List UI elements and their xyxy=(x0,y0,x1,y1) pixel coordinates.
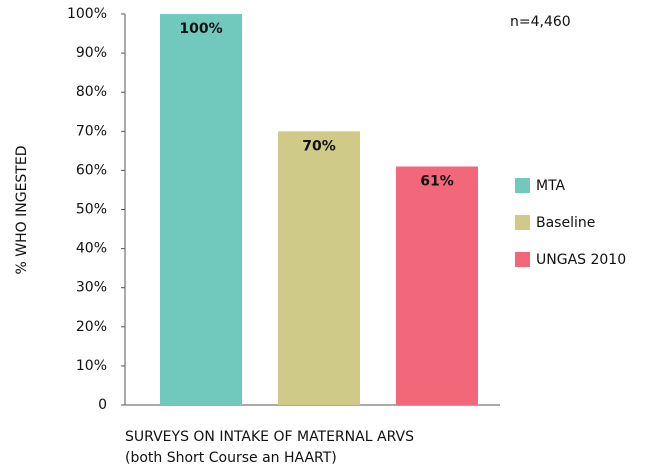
y-tick-label: 40% xyxy=(76,241,107,257)
x-axis-label: (both Short Course an HAART) xyxy=(125,450,337,466)
legend-label: UNGAS 2010 xyxy=(536,252,626,268)
bar xyxy=(278,131,360,406)
bar xyxy=(160,14,242,405)
x-axis-label: SURVEYS ON INTAKE OF MATERNAL ARVS xyxy=(125,429,414,445)
y-tick-label: 20% xyxy=(76,319,107,335)
legend-label: MTA xyxy=(536,178,566,194)
y-tick-label: 90% xyxy=(76,45,107,61)
value-label: 61% xyxy=(420,173,454,189)
y-tick-label: 50% xyxy=(76,202,107,218)
y-axis-label: % WHO INGESTED xyxy=(14,146,30,275)
y-tick-label: 100% xyxy=(67,6,107,22)
legend-swatch xyxy=(515,178,530,193)
legend-swatch xyxy=(515,252,530,267)
y-tick-label: 30% xyxy=(76,280,107,296)
y-tick-label: 0 xyxy=(98,397,107,413)
value-label: 70% xyxy=(302,138,336,154)
legend-label: Baseline xyxy=(536,215,595,231)
bar xyxy=(396,166,478,405)
value-label: 100% xyxy=(179,21,222,37)
annotation: n=4,460 xyxy=(510,14,571,30)
y-tick-label: 60% xyxy=(76,162,107,178)
y-tick-label: 10% xyxy=(76,358,107,374)
legend-swatch xyxy=(515,215,530,230)
y-tick-label: 70% xyxy=(76,123,107,139)
y-tick-label: 80% xyxy=(76,84,107,100)
